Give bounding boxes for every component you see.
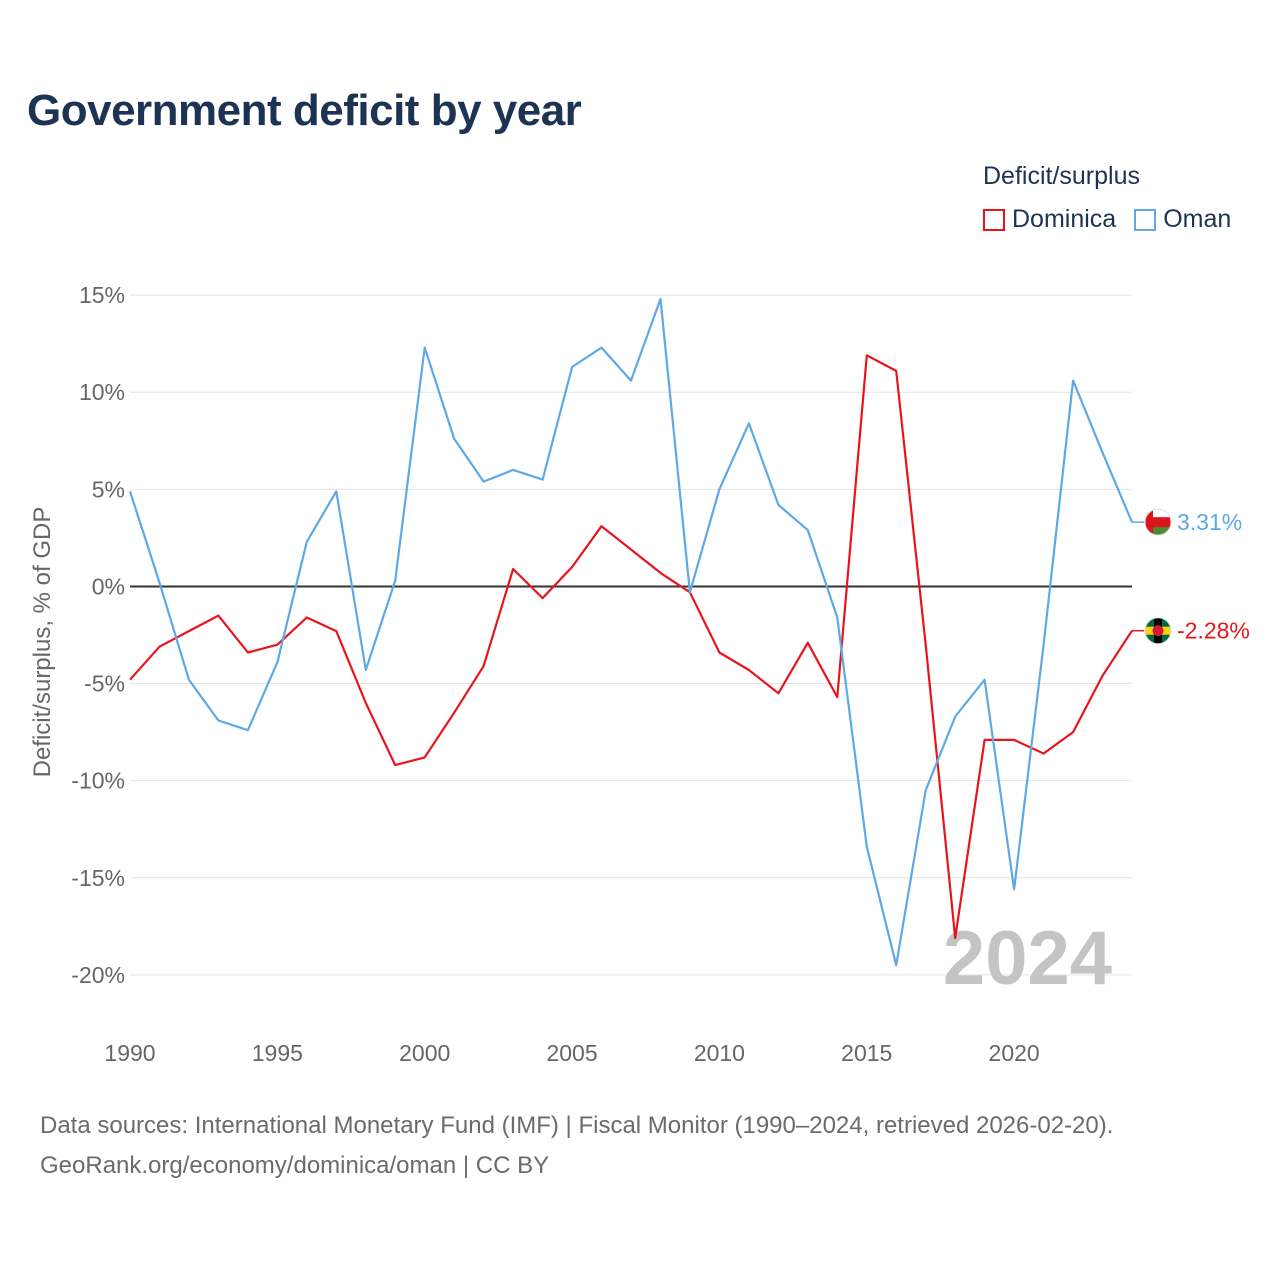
x-axis-ticks: 1990 1995 2000 2005 2010 2015 2020 <box>104 1040 1039 1066</box>
y-axis-label: Deficit/surplus, % of GDP <box>29 507 56 778</box>
legend-swatch-oman <box>1134 208 1157 231</box>
x-tick-label: 2005 <box>546 1040 597 1066</box>
y-axis-ticks: 15% 10% 5% 0% -5% -10% -15% -20% <box>71 282 125 988</box>
y-tick-label: 10% <box>79 379 125 405</box>
y-tick-label: 15% <box>79 282 125 308</box>
y-tick-label: -15% <box>71 865 125 891</box>
flag-disc <box>1152 625 1164 637</box>
end-label-dominica: -2.28% <box>1177 618 1250 644</box>
end-labels: -2.28% 3.31% <box>1132 508 1250 645</box>
flag-dominica-icon <box>1144 617 1172 645</box>
end-label-oman: 3.31% <box>1177 509 1242 535</box>
x-tick-label: 2010 <box>694 1040 745 1066</box>
series-line-dominica <box>129 354 1133 940</box>
flag-oman-icon <box>1144 508 1172 536</box>
x-tick-label: 2000 <box>399 1040 450 1066</box>
legend-item-oman[interactable]: Oman <box>1134 205 1231 234</box>
legend-label-dominica: Dominica <box>1012 205 1117 233</box>
flag-body <box>1145 509 1171 536</box>
y-tick-label: 0% <box>92 573 125 599</box>
footer: Data sources: International Monetary Fun… <box>40 1106 1113 1186</box>
flag-body <box>1145 617 1171 644</box>
x-tick-label: 2020 <box>989 1040 1040 1066</box>
series-lines <box>128 297 1134 967</box>
flag-green <box>1153 527 1171 536</box>
legend-title: Deficit/surplus <box>983 162 1140 190</box>
legend-swatch-dominica <box>983 208 1005 231</box>
data-sources-text: Data sources: International Monetary Fun… <box>40 1112 1114 1139</box>
flag-outline <box>1144 617 1172 645</box>
chart-title: Government deficit by year <box>27 86 582 135</box>
legend-label-oman: Oman <box>1163 205 1232 233</box>
line-chart: 15% 10% 5% 0% -5% -10% -15% -20% 1990 1995 2000 20… <box>29 282 1250 1066</box>
gridlines <box>130 294 1132 976</box>
flag-white <box>1153 509 1171 518</box>
y-tick-label: -5% <box>84 671 125 697</box>
year-watermark: 2024 <box>943 916 1112 1001</box>
y-tick-label: 5% <box>92 476 125 502</box>
x-tick-label: 1990 <box>104 1040 155 1066</box>
y-tick-label: -20% <box>71 962 125 988</box>
flag-outline <box>1144 508 1172 536</box>
source-url-text: GeoRank.org/economy/dominica/oman | CC B… <box>40 1152 550 1179</box>
series-line-oman <box>128 297 1134 967</box>
y-tick-label: -10% <box>71 768 125 794</box>
x-tick-label: 2015 <box>841 1040 892 1066</box>
legend-item-dominica[interactable]: Dominica <box>983 205 1116 234</box>
x-tick-label: 1995 <box>252 1040 303 1066</box>
legend: Dominica Oman <box>983 205 1231 234</box>
